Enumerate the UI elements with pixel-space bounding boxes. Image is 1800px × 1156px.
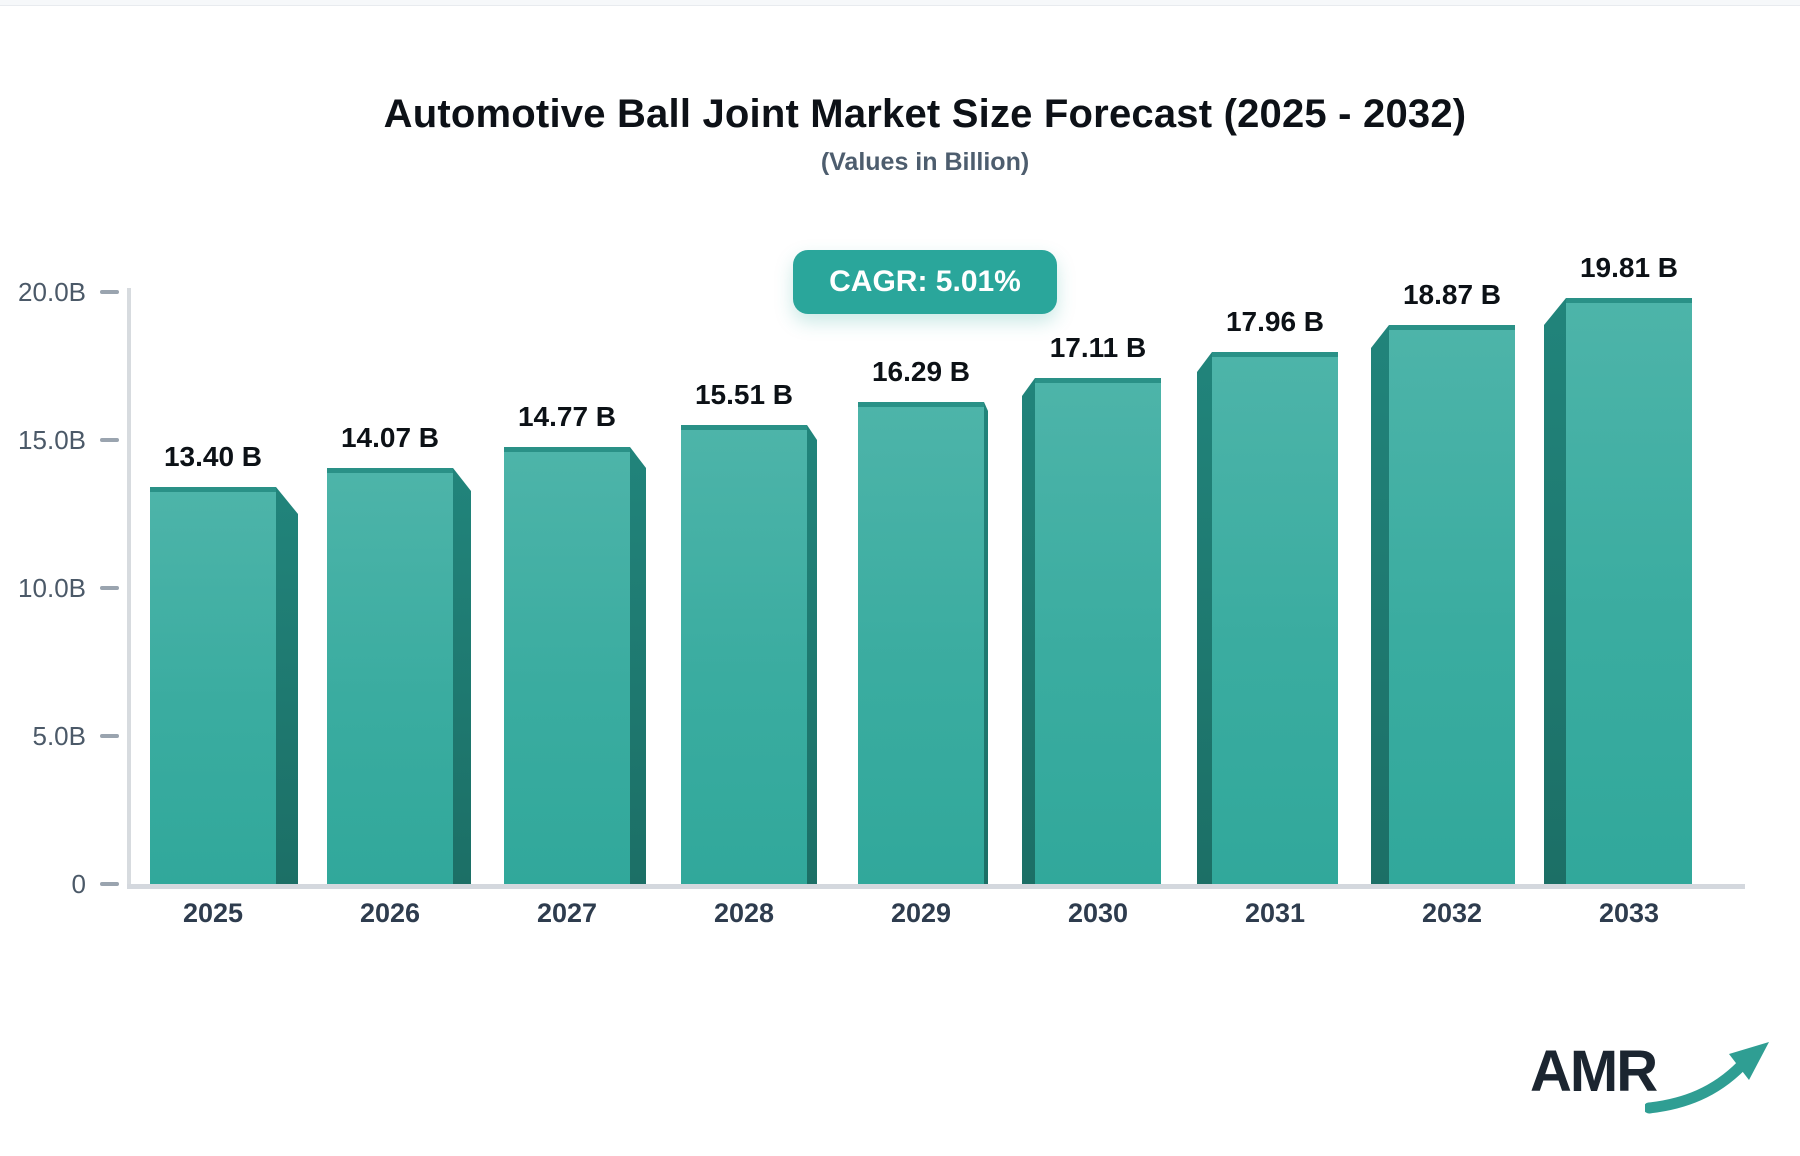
bar [150, 487, 276, 884]
y-axis-tick-label: 10.0B [18, 573, 86, 603]
y-axis-tick-mark [100, 586, 119, 590]
x-axis-label: 2033 [1598, 898, 1660, 928]
y-axis-tick-label: 15.0B [18, 425, 86, 455]
y-axis-tick-label: 20.0B [18, 277, 86, 307]
bar [1566, 298, 1692, 884]
bar-side-3d [276, 487, 298, 884]
cagr-badge: CAGR: 5.01% [793, 250, 1057, 314]
growth-arrow-icon [1645, 1042, 1769, 1114]
cagr-badge-row: CAGR: 5.01% [130, 250, 1720, 314]
bar-side-3d [1544, 298, 1566, 884]
x-axis-baseline [127, 884, 1745, 889]
bar [327, 468, 453, 884]
chart-title: Automotive Ball Joint Market Size Foreca… [383, 92, 1467, 136]
bar-value-label: 15.51 B [694, 379, 794, 410]
bar-side-3d [984, 402, 988, 884]
bar [1389, 325, 1515, 884]
brand-logo: AMR [1510, 1036, 1770, 1146]
bar-side-3d [453, 468, 471, 884]
bar-value-label: 17.11 B [1049, 332, 1147, 363]
y-axis-tick-mark [100, 734, 119, 738]
brand-logo-text: AMR [1530, 1039, 1658, 1104]
x-axis-label: 2031 [1244, 898, 1306, 928]
bar-value-label: 16.29 B [871, 356, 971, 387]
chart-subtitle: (Values in Billion) [820, 148, 1030, 176]
bar-side-3d [630, 447, 646, 884]
y-axis-line [127, 288, 131, 886]
bar-value-label: 14.07 B [340, 422, 440, 453]
bar [858, 402, 984, 884]
bar [1035, 378, 1161, 884]
y-axis-tick-label: 0 [71, 869, 86, 899]
x-axis-label: 2028 [713, 898, 775, 928]
x-axis-label: 2032 [1421, 898, 1483, 928]
bar-value-label: 17.96 B [1225, 306, 1325, 337]
y-axis-tick-mark [100, 882, 119, 886]
bar-value-label: 13.40 B [163, 441, 263, 472]
x-axis-label: 2027 [536, 898, 598, 928]
bar-side-3d [1197, 352, 1212, 884]
top-border-strip [0, 0, 1800, 6]
bar [681, 425, 807, 884]
bar [504, 447, 630, 884]
bar-side-3d [1371, 325, 1389, 884]
y-axis-tick-mark [100, 438, 119, 442]
y-axis-tick-label: 5.0B [32, 721, 87, 751]
bar-side-3d [1022, 378, 1035, 884]
x-axis-label: 2029 [890, 898, 952, 928]
y-axis-tick-mark [100, 290, 119, 294]
x-axis-label: 2025 [182, 898, 244, 928]
bar-value-label: 14.77 B [517, 401, 617, 432]
bar-value-label: 18.87 B [1402, 279, 1502, 310]
x-axis-label: 2030 [1067, 898, 1129, 928]
x-axis-label: 2026 [359, 898, 421, 928]
bar-side-3d [807, 425, 817, 884]
bar [1212, 352, 1338, 884]
bar-value-label: 19.81 B [1579, 252, 1679, 283]
